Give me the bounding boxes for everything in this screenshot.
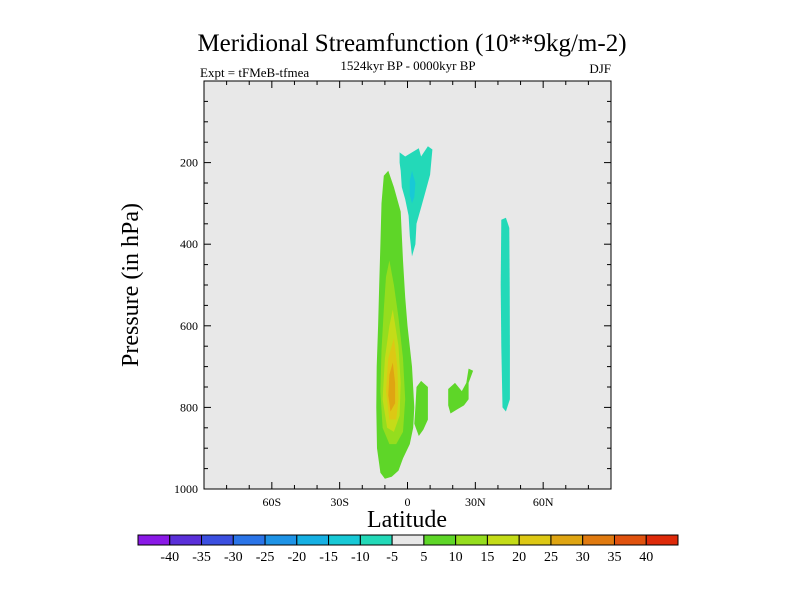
experiment-label: Expt = tFMeB-tfmea bbox=[200, 65, 309, 80]
y-axis-ticks: 200 400 600 800 1000 bbox=[174, 100, 611, 496]
colorbar-swatch bbox=[359, 534, 393, 546]
season-label: DJF bbox=[589, 61, 611, 76]
chart-title: Meridional Streamfunction (10**9kg/m-2) bbox=[197, 30, 626, 57]
colorbar-swatch bbox=[296, 534, 330, 546]
y-tick-label: 600 bbox=[180, 319, 198, 333]
colorbar-swatch bbox=[391, 534, 425, 546]
colorbar-label: 20 bbox=[512, 550, 526, 565]
contour-layer bbox=[376, 146, 510, 479]
contour-region-9 bbox=[500, 217, 510, 412]
colorbar-swatch bbox=[264, 534, 298, 546]
colorbar-swatch bbox=[550, 534, 584, 546]
time-range-label: 1524kyr BP - 0000kyr BP bbox=[340, 58, 475, 73]
colorbar-label: -15 bbox=[319, 550, 338, 565]
colorbar: -40 -35 -30 -25 -20 -15 -10 -5 5 10 15 20 25 30 35 40 bbox=[137, 534, 679, 565]
colorbar-label: 10 bbox=[449, 550, 463, 565]
x-tick-label: 60S bbox=[262, 495, 281, 509]
contour-region-8 bbox=[409, 170, 416, 204]
colorbar-swatch bbox=[582, 534, 615, 546]
colorbar-swatch bbox=[169, 534, 203, 546]
colorbar-label: -35 bbox=[192, 550, 211, 565]
colorbar-swatch bbox=[423, 534, 457, 546]
colorbar-label: 30 bbox=[576, 550, 590, 565]
colorbar-label: 25 bbox=[544, 550, 558, 565]
colorbar-swatch bbox=[645, 534, 679, 546]
colorbar-label: 35 bbox=[607, 550, 621, 565]
colorbar-label: -25 bbox=[256, 550, 275, 565]
colorbar-swatch bbox=[137, 534, 171, 546]
x-tick-label: 30S bbox=[330, 495, 349, 509]
y-tick-label: 200 bbox=[180, 156, 198, 170]
colorbar-swatch bbox=[486, 534, 520, 546]
colorbar-swatch bbox=[328, 534, 361, 546]
colorbar-swatch bbox=[613, 534, 647, 546]
colorbar-swatch bbox=[455, 534, 488, 546]
colorbar-label: 40 bbox=[639, 550, 653, 565]
x-axis-label: Latitude bbox=[367, 507, 447, 533]
colorbar-swatch bbox=[201, 534, 234, 546]
y-tick-label: 1000 bbox=[174, 482, 198, 496]
x-tick-label: 30N bbox=[465, 495, 486, 509]
colorbar-label: -10 bbox=[351, 550, 370, 565]
colorbar-label: -40 bbox=[160, 550, 179, 565]
colorbar-label: 15 bbox=[480, 550, 494, 565]
y-axis-label: Pressure (in hPa) bbox=[118, 203, 144, 367]
y-tick-label: 400 bbox=[180, 237, 198, 251]
x-tick-label: 60N bbox=[533, 495, 554, 509]
x-axis-ticks: 60S 30S 0 30N 60N bbox=[203, 81, 612, 509]
contour-region-1 bbox=[414, 380, 428, 436]
contour-region-6 bbox=[388, 362, 396, 412]
y-tick-label: 800 bbox=[180, 400, 198, 414]
colorbar-label: -30 bbox=[224, 550, 243, 565]
x-tick-label: 0 bbox=[405, 495, 411, 509]
colorbar-label: 5 bbox=[420, 550, 427, 565]
contour-region-7 bbox=[399, 146, 433, 257]
colorbar-swatch bbox=[518, 534, 552, 546]
colorbar-swatch bbox=[232, 534, 266, 546]
colorbar-label: -20 bbox=[287, 550, 306, 565]
colorbar-label: -5 bbox=[386, 550, 398, 565]
contour-region-2 bbox=[448, 368, 474, 414]
